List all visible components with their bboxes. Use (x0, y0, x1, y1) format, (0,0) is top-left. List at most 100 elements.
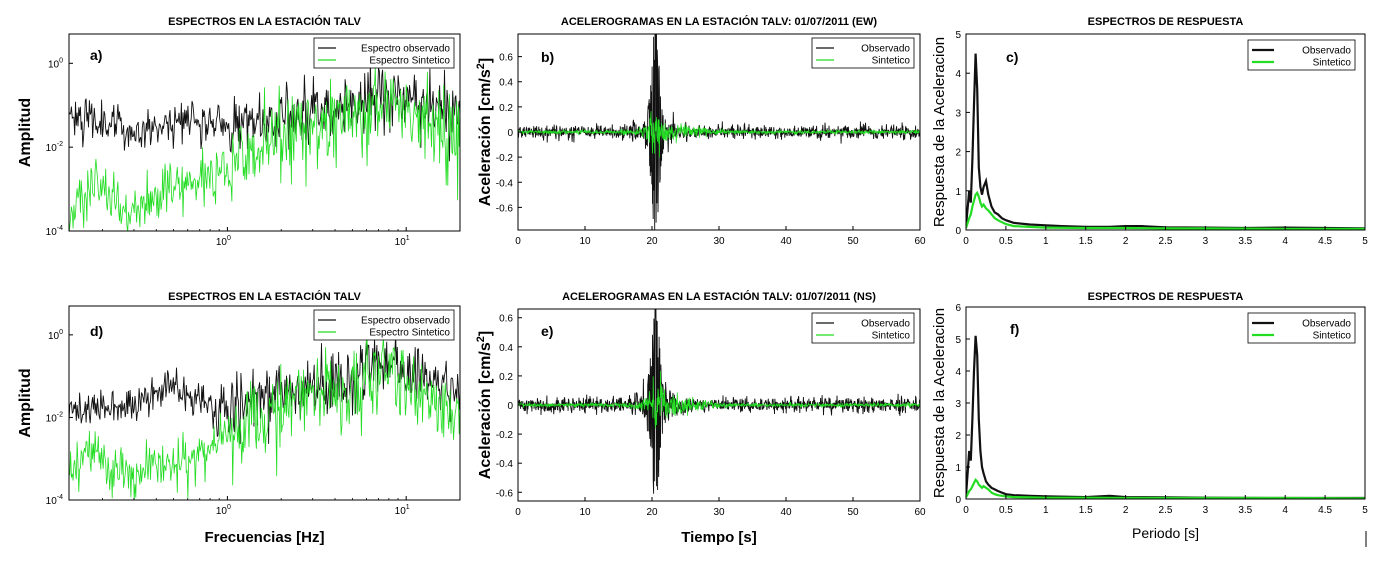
y-axis-label-d: Amplitud (17, 368, 34, 437)
legend-box-c (1247, 39, 1356, 71)
panel-d: 100 101 10-4 10-2 100 ESPECTROS EN LA ESTACIÓ… (17, 290, 461, 546)
x-axis-label-f: Periodo [s] (1132, 525, 1199, 541)
x-tick-label-f-9: 4.5 (1318, 505, 1332, 516)
y-tick-label-f-3: 3 (955, 399, 961, 410)
x-tick-label-c-2: 1 (1043, 236, 1049, 247)
y-axis-label-a: Amplitud (17, 98, 34, 167)
series-group-c (966, 53, 1365, 230)
series-line-c-synthetic (966, 190, 1365, 230)
panel-label-c: c) (1006, 49, 1018, 65)
x-tick-label-f-2: 1 (1043, 505, 1049, 516)
x-tick-label-e-4: 40 (780, 507, 792, 518)
y-tick-label-f-2: 2 (955, 431, 961, 442)
y-tick-label-b-4: 0.2 (499, 103, 513, 114)
series-line-b-synthetic (518, 111, 920, 158)
y-axis-label-c: Respuesta de la Aceleracion (931, 37, 948, 227)
legend-entry-b-0: Observado (861, 44, 910, 55)
legend-box-a (313, 37, 455, 69)
chart-title-d: ESPECTROS EN LA ESTACIÓN TALV (168, 290, 361, 303)
panel-label-b: b) (541, 49, 554, 65)
series-group-b (518, 34, 920, 230)
x-tick-label-e-1: 10 (579, 507, 591, 518)
x-tick-label-f-0: 0 (963, 505, 969, 516)
panel-label-e: e) (541, 323, 553, 339)
legend-box-f (1247, 312, 1356, 344)
y-tick-label-f-6: 6 (955, 303, 961, 314)
x-tick-label-c-10: 5 (1362, 236, 1368, 247)
x-tick-label-f-8: 4 (1282, 505, 1288, 516)
plot-frame-a (68, 33, 461, 232)
legend-box-b (811, 37, 915, 69)
chart-title-e: ACELEROGRAMAS EN LA ESTACIÓN TALV: 01/07… (562, 290, 876, 303)
panel-c: 0 0.5 1 1.5 2 2.5 3 3.5 4 4.5 5 0 1 2 3 4 5 ESPECTROS DE … (931, 16, 1368, 247)
y-tick-label-e-6: 0.6 (499, 314, 513, 325)
y-tick-label-f-4: 4 (955, 367, 961, 378)
series-line-c-observed (966, 53, 1365, 230)
x-tick-label-c-5: 2.5 (1159, 236, 1173, 247)
y-axis-label-f: Respuesta de la Aceleracion (931, 308, 948, 498)
legend-entry-b-1: Sintetico (872, 56, 911, 67)
x-tick-label-f-7: 3.5 (1238, 505, 1252, 516)
legend-box-e (811, 312, 915, 344)
panel-b: 0 10 20 30 40 50 60 -0.6 -0.4 -0.2 0 0.2 0.4 0.6 ACELE… (475, 15, 926, 247)
x-tick-label-b-2: 20 (646, 236, 658, 247)
legend-entry-c-1: Sintetico (1313, 58, 1352, 69)
y-tick-label-e-3: 0 (507, 401, 513, 412)
chart-title-c: ESPECTROS DE RESPUESTA (1088, 16, 1244, 28)
x-tick-label-e-3: 30 (713, 507, 725, 518)
y-tick-label-b-1: -0.4 (496, 178, 514, 189)
x-tick-label-c-8: 4 (1282, 236, 1288, 247)
series-line-d-synthetic (69, 337, 460, 500)
y-tick-label-a-2: 100 (48, 57, 63, 70)
x-tick-label-f-6: 3 (1203, 505, 1209, 516)
y-tick-label-a-1: 10-2 (46, 141, 63, 154)
x-tick-label-c-7: 3.5 (1238, 236, 1252, 247)
y-tick-label-e-0: -0.6 (496, 488, 514, 499)
x-tick-label-f-3: 1.5 (1079, 505, 1093, 516)
x-tick-label-a-0: 100 (216, 235, 231, 248)
x-tick-label-e-0: 0 (515, 507, 521, 518)
y-tick-label-d-0: 10-4 (46, 494, 63, 507)
x-tick-label-b-5: 50 (847, 236, 859, 247)
x-tick-label-c-0: 0 (963, 236, 969, 247)
x-tick-label-d-1: 101 (395, 504, 410, 517)
panel-label-d: d) (90, 323, 103, 339)
x-tick-label-e-6: 60 (914, 507, 926, 518)
x-tick-label-f-4: 2 (1123, 505, 1129, 516)
legend-box-d (313, 309, 455, 341)
y-tick-label-d-1: 10-2 (46, 411, 63, 424)
series-group-f (966, 335, 1365, 499)
panel-a: 100 101 10-4 10-2 100 ESPECTROS EN LA ESTACIÓ… (17, 15, 461, 248)
y-axis-label-e: Aceleración [cm/s2] (475, 331, 494, 479)
panel-f: 0 0.5 1 1.5 2 2.5 3 3.5 4 4.5 5 0 1 2 3 4 5 6 ESPECTROS DE… (931, 291, 1368, 541)
legend-entry-f-0: Observado (1302, 319, 1351, 330)
chart-title-b: ACELEROGRAMAS EN LA ESTACIÓN TALV: 01/07… (561, 15, 878, 28)
x-tick-label-b-1: 10 (579, 236, 591, 247)
legend-entry-a-0: Espectro observado (361, 44, 450, 55)
series-group-d (69, 332, 460, 500)
y-tick-label-b-5: 0.4 (499, 78, 513, 89)
y-tick-label-c-4: 4 (955, 69, 961, 80)
y-tick-label-f-5: 5 (955, 335, 961, 346)
series-group-a (69, 59, 460, 231)
y-tick-label-b-2: -0.2 (496, 153, 514, 164)
y-tick-label-c-0: 0 (955, 226, 961, 237)
series-line-a-observed (69, 59, 460, 162)
x-tick-label-b-3: 30 (713, 236, 725, 247)
y-axis-label-b: Aceleración [cm/s2] (475, 58, 494, 206)
y-tick-label-e-5: 0.4 (499, 343, 513, 354)
x-tick-label-f-10: 5 (1362, 505, 1368, 516)
x-tick-label-b-6: 60 (914, 236, 926, 247)
x-axis-label-d: Frecuencias [Hz] (204, 529, 324, 546)
y-tick-label-c-3: 3 (955, 108, 961, 119)
y-tick-label-c-2: 2 (955, 148, 961, 159)
y-tick-label-e-2: -0.2 (496, 430, 514, 441)
x-tick-label-c-4: 2 (1123, 236, 1129, 247)
y-tick-label-f-0: 0 (955, 495, 961, 506)
chart-title-a: ESPECTROS EN LA ESTACIÓN TALV (168, 15, 361, 28)
x-tick-label-f-1: 0.5 (999, 505, 1013, 516)
series-line-e-synthetic (518, 370, 920, 429)
panel-label-f: f) (1010, 321, 1019, 337)
x-axis-label-e: Tiempo [s] (681, 529, 757, 546)
